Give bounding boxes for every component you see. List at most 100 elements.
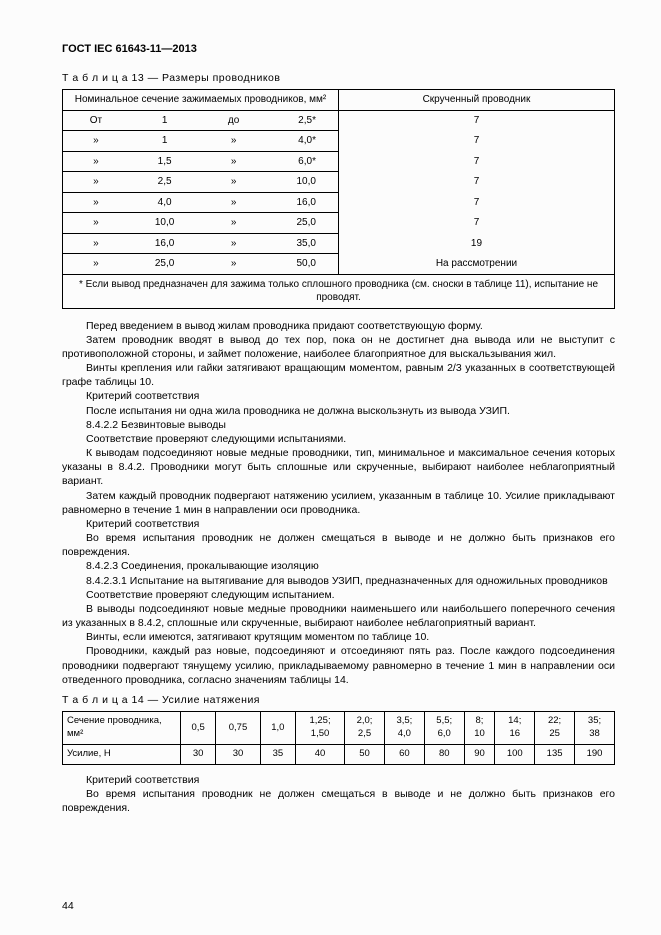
t14-force: 190 (575, 744, 615, 764)
t14-force: 135 (535, 744, 575, 764)
t14-section: 14;16 (495, 712, 535, 745)
t14-section: 0,5 (181, 712, 216, 745)
t14-force: 80 (424, 744, 464, 764)
t13-from: 25,0 (129, 254, 201, 275)
after-t14-text: Критерий соответствияВо время испытания … (62, 773, 615, 816)
t13-to-lbl: » (200, 151, 266, 172)
t13-to: 6,0* (267, 151, 339, 172)
paragraph: Затем проводник вводят в вывод до тех по… (62, 333, 615, 361)
t13-val: На рассмотрении (338, 254, 614, 275)
t13-to-lbl: » (200, 131, 266, 152)
t13-val: 7 (338, 110, 614, 131)
t13-from-lbl: » (63, 213, 129, 234)
t14-row2-label: Усилие, Н (63, 744, 181, 764)
t13-from: 16,0 (129, 233, 201, 254)
t13-to: 50,0 (267, 254, 339, 275)
table14: Сечение проводника, мм²0,50,751,01,25;1,… (62, 711, 615, 764)
t14-force: 90 (464, 744, 495, 764)
t13-row: От1до2,5*7 (63, 110, 615, 131)
t13-from-lbl: » (63, 192, 129, 213)
paragraph: Затем каждый проводник подвергают натяже… (62, 489, 615, 517)
paragraph: Соответствие проверяют следующим испытан… (62, 588, 615, 602)
doc-header: ГОСТ IEC 61643-11—2013 (62, 42, 615, 57)
paragraph: Критерий соответствия (62, 773, 615, 787)
t13-row: »1,5»6,0*7 (63, 151, 615, 172)
t14-force: 35 (260, 744, 295, 764)
t13-col1-header: Номинальное сечение зажимаемых проводник… (63, 90, 339, 111)
body-text: Перед введением в вывод жилам проводника… (62, 319, 615, 687)
t14-section: 3,5;4,0 (384, 712, 424, 745)
t14-force: 50 (345, 744, 385, 764)
t14-section: 22;25 (535, 712, 575, 745)
t13-row: »25,0»50,0На рассмотрении (63, 254, 615, 275)
t14-row1-label: Сечение проводника, мм² (63, 712, 181, 745)
t14-section: 0,75 (216, 712, 260, 745)
page-number: 44 (62, 899, 74, 913)
t13-val: 7 (338, 213, 614, 234)
t13-row: »16,0»35,019 (63, 233, 615, 254)
t13-to: 10,0 (267, 172, 339, 193)
t14-force: 30 (181, 744, 216, 764)
paragraph: 8.4.2.3.1 Испытание на вытягивание для в… (62, 574, 615, 588)
t13-val: 7 (338, 192, 614, 213)
t13-to-lbl: » (200, 213, 266, 234)
t13-row: »10,0»25,07 (63, 213, 615, 234)
t13-to: 4,0* (267, 131, 339, 152)
t14-section: 1,0 (260, 712, 295, 745)
t13-from-lbl: От (63, 110, 129, 131)
t13-to-lbl: » (200, 233, 266, 254)
t13-row: »4,0»16,07 (63, 192, 615, 213)
paragraph: Винты, если имеются, затягивают крутящим… (62, 630, 615, 644)
t14-section: 5,5;6,0 (424, 712, 464, 745)
document-page: ГОСТ IEC 61643-11—2013 Т а б л и ц а 13 … (0, 0, 661, 935)
t14-force: 60 (384, 744, 424, 764)
t13-row: »2,5»10,07 (63, 172, 615, 193)
paragraph: Винты крепления или гайки затягивают вра… (62, 361, 615, 389)
paragraph: Во время испытания проводник не должен с… (62, 531, 615, 559)
t13-to-lbl: » (200, 172, 266, 193)
t13-col2-header: Скрученный проводник (338, 90, 614, 111)
table14-caption: Т а б л и ц а 14 — Усилие натяжения (62, 693, 615, 707)
t13-from: 10,0 (129, 213, 201, 234)
t13-to-lbl: » (200, 254, 266, 275)
t13-to: 2,5* (267, 110, 339, 131)
paragraph: 8.4.2.2 Безвинтовые выводы (62, 418, 615, 432)
paragraph: 8.4.2.3 Соединения, прокалывающие изоляц… (62, 559, 615, 573)
paragraph: Проводники, каждый раз новые, подсоединя… (62, 644, 615, 687)
t13-from: 2,5 (129, 172, 201, 193)
t13-to-lbl: » (200, 192, 266, 213)
t13-from-lbl: » (63, 233, 129, 254)
t13-to: 35,0 (267, 233, 339, 254)
t13-to-lbl: до (200, 110, 266, 131)
paragraph: В выводы подсоединяют новые медные прово… (62, 602, 615, 630)
t13-val: 7 (338, 151, 614, 172)
t13-from-lbl: » (63, 151, 129, 172)
paragraph: Во время испытания проводник не должен с… (62, 787, 615, 815)
t14-section: 8;10 (464, 712, 495, 745)
paragraph: Перед введением в вывод жилам проводника… (62, 319, 615, 333)
t14-force: 30 (216, 744, 260, 764)
paragraph: После испытания ни одна жила проводника … (62, 404, 615, 418)
t13-to: 16,0 (267, 192, 339, 213)
t13-from: 1 (129, 131, 201, 152)
table13: Номинальное сечение зажимаемых проводник… (62, 89, 615, 309)
t13-val: 7 (338, 172, 614, 193)
t14-force: 100 (495, 744, 535, 764)
t13-from-lbl: » (63, 131, 129, 152)
t13-val: 7 (338, 131, 614, 152)
t13-row: »1»4,0*7 (63, 131, 615, 152)
t13-from-lbl: » (63, 254, 129, 275)
paragraph: Критерий соответствия (62, 389, 615, 403)
t13-from: 1 (129, 110, 201, 131)
t14-section: 35;38 (575, 712, 615, 745)
t13-val: 19 (338, 233, 614, 254)
t13-from-lbl: » (63, 172, 129, 193)
paragraph: Критерий соответствия (62, 517, 615, 531)
paragraph: Соответствие проверяют следующими испыта… (62, 432, 615, 446)
t14-section: 1,25;1,50 (296, 712, 345, 745)
t13-to: 25,0 (267, 213, 339, 234)
t14-section: 2,0;2,5 (345, 712, 385, 745)
t14-force: 40 (296, 744, 345, 764)
t13-from: 4,0 (129, 192, 201, 213)
t13-from: 1,5 (129, 151, 201, 172)
